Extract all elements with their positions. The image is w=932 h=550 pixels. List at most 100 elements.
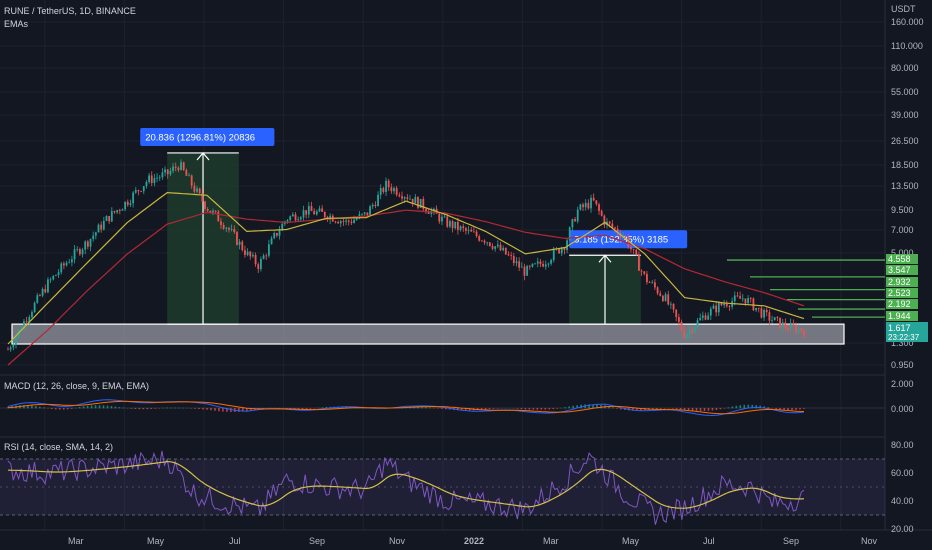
- candle-body: [198, 188, 201, 194]
- candle-body: [614, 227, 616, 229]
- candle-body: [747, 298, 749, 304]
- candle-body: [467, 229, 470, 231]
- level-badge[interactable]: [886, 299, 918, 309]
- candle-body: [425, 208, 427, 212]
- macd-histogram-bar: [783, 408, 785, 411]
- macd-histogram-bar: [441, 408, 443, 409]
- candle-body: [401, 196, 403, 199]
- level-badge-label: 4.558: [888, 254, 911, 264]
- candle-body: [39, 295, 41, 296]
- candle-body: [323, 211, 326, 217]
- time-tick-label: Jul: [229, 536, 241, 546]
- macd-histogram-bar: [35, 406, 37, 409]
- macd-histogram-bar: [532, 408, 535, 410]
- macd-histogram-bar: [727, 407, 730, 409]
- macd-histogram-bar: [572, 405, 574, 409]
- macd-title[interactable]: MACD (12, 26, close, 9, EMA, EMA): [4, 381, 149, 391]
- candle-body: [733, 295, 736, 302]
- macd-histogram-bar: [90, 405, 93, 409]
- measure-label-badge: [140, 127, 275, 146]
- macd-histogram-bar: [755, 405, 758, 409]
- candle-body: [422, 198, 425, 209]
- rsi-tick-label: 40.00: [891, 496, 914, 506]
- level-badges[interactable]: 4.558 3.547 2.932 2.523 2.192 1.944 1.61…: [886, 254, 928, 342]
- macd-histogram-bar: [707, 408, 710, 411]
- macd-histogram-bar: [433, 407, 435, 409]
- candle-body: [124, 201, 127, 210]
- macd-histogram-bar: [321, 407, 324, 409]
- macd-histogram-bar: [98, 405, 101, 409]
- level-badge[interactable]: [886, 265, 918, 275]
- support-zone[interactable]: [11, 323, 845, 345]
- price-tick-label: 39.000: [891, 110, 919, 120]
- level-badge[interactable]: [886, 277, 918, 287]
- macd-histogram-bar: [178, 407, 180, 409]
- macd-histogram-bar: [445, 408, 447, 410]
- last-price-badge[interactable]: [886, 322, 928, 342]
- macd-histogram-bar: [596, 404, 598, 409]
- level-badge-label: 2.523: [888, 288, 911, 298]
- candle-body: [334, 221, 337, 223]
- macd-histogram-bar: [552, 408, 555, 410]
- macd-histogram-bar: [691, 408, 694, 411]
- macd-histogram-bar: [214, 408, 216, 411]
- candle-body: [720, 302, 723, 306]
- candle-body: [233, 229, 236, 233]
- macd-histogram-bar: [122, 407, 125, 409]
- candle-body: [598, 204, 600, 211]
- price-axis[interactable]: 160.000 110.000 80.000 55.000 39.000 26.…: [891, 17, 924, 370]
- macd-histogram-bar: [246, 408, 248, 412]
- macd-histogram-bar: [238, 408, 240, 412]
- candle-body: [531, 263, 534, 267]
- candle-body: [550, 260, 552, 264]
- indicator-title[interactable]: EMAs: [4, 19, 29, 29]
- candle-body: [568, 227, 571, 241]
- candle-body: [68, 262, 71, 264]
- level-badge[interactable]: [886, 288, 918, 298]
- macd-histogram-bar: [759, 405, 762, 409]
- candle-body: [225, 227, 228, 229]
- symbol-title[interactable]: RUNE / TetherUS, 1D, BINANCE: [4, 6, 136, 16]
- candle-body: [691, 329, 694, 333]
- candle-body: [398, 194, 401, 197]
- level-badge[interactable]: [886, 311, 918, 321]
- macd-histogram-bar: [795, 408, 797, 410]
- candle-body: [142, 186, 145, 192]
- macd-histogram-bar: [687, 408, 690, 411]
- macd-histogram-bar: [735, 405, 738, 409]
- candle-body: [433, 208, 435, 211]
- candle-body: [193, 185, 196, 192]
- time-axis[interactable]: Mar May Jul Sep Nov 2022 Mar May Jul Sep…: [68, 536, 878, 546]
- candle-body: [89, 238, 92, 247]
- candle-body: [792, 322, 795, 326]
- macd-signal-line: [7, 400, 805, 415]
- candle-body: [174, 166, 177, 168]
- macd-histogram-bar: [799, 408, 801, 410]
- rsi-title[interactable]: RSI (14, close, SMA, 14, 2): [4, 442, 113, 452]
- macd-histogram-bar: [751, 404, 754, 409]
- candle-body: [302, 210, 305, 218]
- price-tick-label: 0.950: [891, 360, 914, 370]
- level-badge-label: 1.944: [888, 311, 911, 321]
- candle-body: [209, 210, 212, 213]
- level-badge[interactable]: [886, 254, 918, 264]
- candle-body: [44, 289, 47, 293]
- rsi-tick-label: 80.00: [891, 440, 914, 450]
- candle-body: [773, 317, 776, 321]
- macd-histogram-bar: [43, 407, 45, 409]
- ema-slow-line: [7, 209, 805, 366]
- target-level-lines[interactable]: [727, 259, 885, 318]
- candle-body: [339, 221, 342, 224]
- candle-body: [409, 198, 411, 200]
- candle-body: [102, 220, 105, 230]
- candle-body: [776, 317, 779, 318]
- macd-histogram-bar: [655, 408, 658, 410]
- candle-body: [441, 216, 443, 222]
- candle-body: [33, 302, 36, 313]
- candle-body: [377, 194, 379, 207]
- candle-body: [619, 233, 622, 238]
- candle-body: [640, 270, 643, 272]
- candle-body: [249, 251, 252, 257]
